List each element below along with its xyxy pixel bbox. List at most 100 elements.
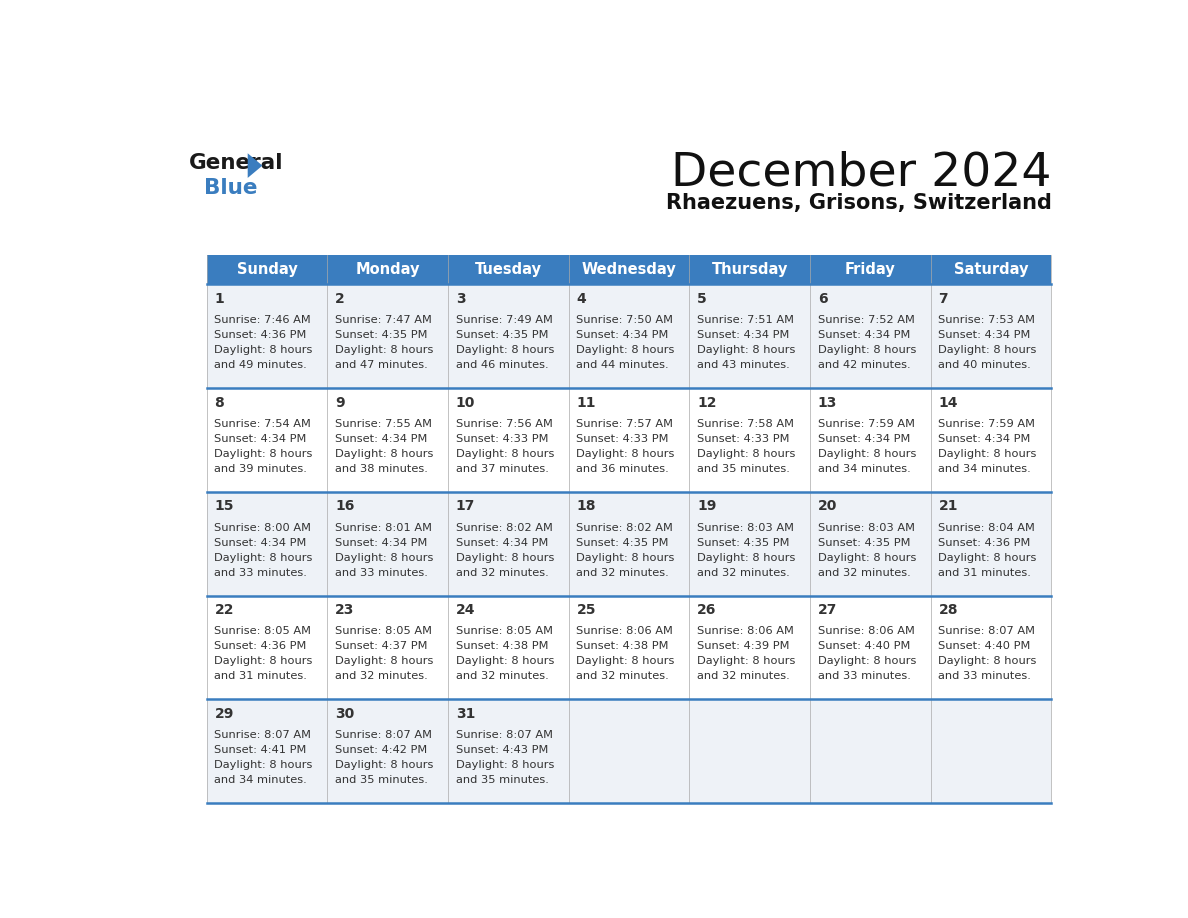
Text: 16: 16: [335, 499, 354, 513]
Polygon shape: [248, 153, 263, 178]
Text: and 36 minutes.: and 36 minutes.: [576, 464, 669, 474]
Text: Daylight: 8 hours: Daylight: 8 hours: [939, 345, 1037, 355]
Text: Sunset: 4:34 PM: Sunset: 4:34 PM: [576, 330, 669, 340]
Text: Sunrise: 7:51 AM: Sunrise: 7:51 AM: [697, 315, 794, 325]
Text: 14: 14: [939, 396, 958, 409]
Text: Daylight: 8 hours: Daylight: 8 hours: [817, 553, 916, 563]
Text: 20: 20: [817, 499, 838, 513]
Text: Tuesday: Tuesday: [475, 262, 542, 277]
Text: and 44 minutes.: and 44 minutes.: [576, 360, 669, 370]
Text: Daylight: 8 hours: Daylight: 8 hours: [335, 449, 434, 459]
Text: Sunday: Sunday: [236, 262, 297, 277]
Text: Sunrise: 7:54 AM: Sunrise: 7:54 AM: [214, 419, 311, 429]
Text: Daylight: 8 hours: Daylight: 8 hours: [214, 553, 312, 563]
Text: 9: 9: [335, 396, 345, 409]
Text: Daylight: 8 hours: Daylight: 8 hours: [214, 656, 312, 666]
Text: Sunset: 4:36 PM: Sunset: 4:36 PM: [214, 330, 307, 340]
Text: Thursday: Thursday: [712, 262, 788, 277]
Text: Daylight: 8 hours: Daylight: 8 hours: [939, 656, 1037, 666]
Text: Sunset: 4:34 PM: Sunset: 4:34 PM: [817, 434, 910, 443]
Text: Sunrise: 7:59 AM: Sunrise: 7:59 AM: [939, 419, 1036, 429]
Bar: [207, 255, 1051, 285]
Text: Sunset: 4:41 PM: Sunset: 4:41 PM: [214, 745, 307, 756]
Bar: [207, 596, 1051, 700]
Text: and 31 minutes.: and 31 minutes.: [939, 567, 1031, 577]
Text: Sunrise: 8:02 AM: Sunrise: 8:02 AM: [576, 522, 674, 532]
Text: and 37 minutes.: and 37 minutes.: [456, 464, 549, 474]
Text: Daylight: 8 hours: Daylight: 8 hours: [456, 553, 554, 563]
Text: Sunset: 4:38 PM: Sunset: 4:38 PM: [576, 642, 669, 652]
Bar: [207, 492, 1051, 596]
Text: Sunset: 4:43 PM: Sunset: 4:43 PM: [456, 745, 548, 756]
Text: and 49 minutes.: and 49 minutes.: [214, 360, 308, 370]
Text: and 33 minutes.: and 33 minutes.: [335, 567, 428, 577]
Text: Daylight: 8 hours: Daylight: 8 hours: [456, 760, 554, 770]
Text: and 32 minutes.: and 32 minutes.: [576, 567, 669, 577]
Text: Daylight: 8 hours: Daylight: 8 hours: [576, 656, 675, 666]
Text: 5: 5: [697, 292, 707, 306]
Text: Sunset: 4:34 PM: Sunset: 4:34 PM: [456, 538, 548, 547]
Text: Sunrise: 8:07 AM: Sunrise: 8:07 AM: [335, 730, 432, 740]
Text: Sunset: 4:34 PM: Sunset: 4:34 PM: [697, 330, 790, 340]
Text: and 35 minutes.: and 35 minutes.: [335, 775, 428, 785]
Text: Sunset: 4:35 PM: Sunset: 4:35 PM: [697, 538, 790, 547]
Text: Sunrise: 7:53 AM: Sunrise: 7:53 AM: [939, 315, 1036, 325]
Text: Sunrise: 8:06 AM: Sunrise: 8:06 AM: [697, 626, 794, 636]
Text: Sunset: 4:35 PM: Sunset: 4:35 PM: [456, 330, 548, 340]
Text: Sunrise: 8:05 AM: Sunrise: 8:05 AM: [214, 626, 311, 636]
Text: Sunrise: 8:06 AM: Sunrise: 8:06 AM: [576, 626, 674, 636]
Text: Sunrise: 8:05 AM: Sunrise: 8:05 AM: [335, 626, 432, 636]
Text: Sunset: 4:34 PM: Sunset: 4:34 PM: [214, 538, 307, 547]
Text: Sunset: 4:34 PM: Sunset: 4:34 PM: [335, 538, 428, 547]
Text: 15: 15: [214, 499, 234, 513]
Text: 6: 6: [817, 292, 827, 306]
Text: Sunset: 4:33 PM: Sunset: 4:33 PM: [576, 434, 669, 443]
Text: and 47 minutes.: and 47 minutes.: [335, 360, 428, 370]
Text: Sunset: 4:34 PM: Sunset: 4:34 PM: [939, 434, 1031, 443]
Text: and 31 minutes.: and 31 minutes.: [214, 671, 308, 681]
Text: Sunrise: 7:57 AM: Sunrise: 7:57 AM: [576, 419, 674, 429]
Text: 30: 30: [335, 707, 354, 721]
Text: 25: 25: [576, 603, 596, 617]
Text: Blue: Blue: [204, 178, 258, 198]
Text: Sunset: 4:39 PM: Sunset: 4:39 PM: [697, 642, 790, 652]
Text: 7: 7: [939, 292, 948, 306]
Text: 26: 26: [697, 603, 716, 617]
Text: Sunset: 4:35 PM: Sunset: 4:35 PM: [335, 330, 428, 340]
Text: Sunrise: 8:07 AM: Sunrise: 8:07 AM: [456, 730, 552, 740]
Text: Sunrise: 8:04 AM: Sunrise: 8:04 AM: [939, 522, 1035, 532]
Text: Daylight: 8 hours: Daylight: 8 hours: [939, 553, 1037, 563]
Text: 28: 28: [939, 603, 958, 617]
Text: Sunset: 4:42 PM: Sunset: 4:42 PM: [335, 745, 428, 756]
Text: Sunset: 4:33 PM: Sunset: 4:33 PM: [456, 434, 548, 443]
Text: and 32 minutes.: and 32 minutes.: [817, 567, 910, 577]
Text: and 32 minutes.: and 32 minutes.: [697, 671, 790, 681]
Text: and 32 minutes.: and 32 minutes.: [335, 671, 428, 681]
Text: Sunrise: 8:07 AM: Sunrise: 8:07 AM: [939, 626, 1036, 636]
Text: Sunset: 4:37 PM: Sunset: 4:37 PM: [335, 642, 428, 652]
Text: 4: 4: [576, 292, 586, 306]
Text: Daylight: 8 hours: Daylight: 8 hours: [335, 553, 434, 563]
Text: and 43 minutes.: and 43 minutes.: [697, 360, 790, 370]
Text: Daylight: 8 hours: Daylight: 8 hours: [697, 656, 796, 666]
Text: Sunset: 4:36 PM: Sunset: 4:36 PM: [939, 538, 1031, 547]
Text: Sunset: 4:35 PM: Sunset: 4:35 PM: [576, 538, 669, 547]
Text: Sunrise: 8:05 AM: Sunrise: 8:05 AM: [456, 626, 552, 636]
Text: 11: 11: [576, 396, 596, 409]
Text: Sunrise: 7:55 AM: Sunrise: 7:55 AM: [335, 419, 432, 429]
Text: Daylight: 8 hours: Daylight: 8 hours: [697, 553, 796, 563]
Text: Sunset: 4:38 PM: Sunset: 4:38 PM: [456, 642, 548, 652]
Text: Sunset: 4:34 PM: Sunset: 4:34 PM: [214, 434, 307, 443]
Text: Daylight: 8 hours: Daylight: 8 hours: [817, 345, 916, 355]
Text: Sunrise: 8:07 AM: Sunrise: 8:07 AM: [214, 730, 311, 740]
Text: Daylight: 8 hours: Daylight: 8 hours: [456, 345, 554, 355]
Text: Friday: Friday: [845, 262, 896, 277]
Text: Daylight: 8 hours: Daylight: 8 hours: [817, 656, 916, 666]
Text: 8: 8: [214, 396, 225, 409]
Text: Sunrise: 7:49 AM: Sunrise: 7:49 AM: [456, 315, 552, 325]
Text: Rhaezuens, Grisons, Switzerland: Rhaezuens, Grisons, Switzerland: [665, 194, 1051, 213]
Text: Sunrise: 7:50 AM: Sunrise: 7:50 AM: [576, 315, 674, 325]
Text: Saturday: Saturday: [954, 262, 1029, 277]
Text: 3: 3: [456, 292, 466, 306]
Text: and 32 minutes.: and 32 minutes.: [456, 567, 549, 577]
